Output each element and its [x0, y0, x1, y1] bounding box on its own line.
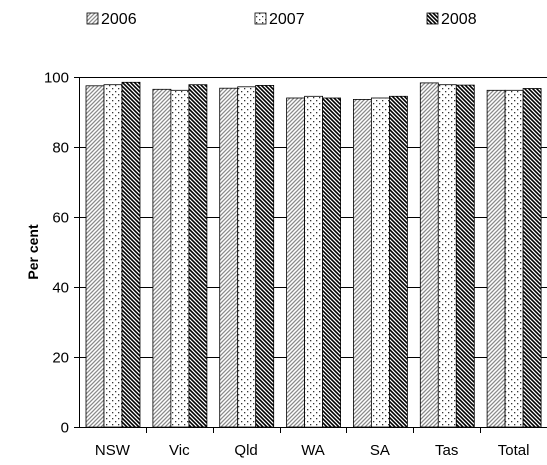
- y-axis-label: Per cent: [25, 224, 41, 280]
- bar-tas-2007: [437, 84, 457, 428]
- bar-total-2007: [504, 89, 524, 428]
- legend-swatch-2006: [86, 12, 99, 25]
- bar-sa-2007: [370, 97, 390, 428]
- bar-sa-2008: [388, 95, 408, 428]
- bar-wa-2007: [304, 95, 324, 428]
- legend-label-2007: 2007: [269, 11, 305, 28]
- y-tick-label: 0: [61, 420, 69, 437]
- bar-nsw-2007: [103, 84, 123, 428]
- x-tick-label-sa: SA: [370, 442, 390, 459]
- y-tick-label: 80: [52, 140, 69, 157]
- y-tick-label: 60: [52, 210, 69, 227]
- bar-qld-2008: [255, 85, 275, 428]
- x-tick-label-wa: WA: [301, 442, 325, 459]
- axes: [79, 77, 547, 428]
- bar-wa-2006: [286, 97, 306, 428]
- y-tick-label: 20: [52, 350, 69, 367]
- x-tick-label-qld: Qld: [234, 442, 257, 459]
- x-tick-label-tas: Tas: [435, 442, 458, 459]
- bar-total-2008: [522, 88, 542, 428]
- legend-label-2008: 2008: [441, 11, 477, 28]
- bar-nsw-2006: [85, 85, 105, 428]
- bar-vic-2008: [188, 84, 208, 428]
- x-axis-ticks: NSW Vic Qld WA SA Tas Total: [95, 427, 530, 459]
- bar-vic-2006: [152, 88, 172, 428]
- y-tick-label: 40: [52, 280, 69, 297]
- bar-total-2006: [486, 89, 506, 428]
- x-tick-label-nsw: NSW: [95, 442, 131, 459]
- legend-label-2006: 2006: [101, 11, 137, 28]
- y-axis-ticks: 0 20 40 60 80 100: [44, 70, 79, 437]
- bar-tas-2006: [419, 82, 439, 428]
- bars-group: [85, 81, 542, 428]
- bar-wa-2008: [322, 97, 342, 428]
- bar-qld-2007: [237, 86, 257, 428]
- bar-vic-2007: [170, 89, 190, 428]
- x-tick-label-vic: Vic: [169, 442, 190, 459]
- y-tick-label: 100: [44, 70, 69, 87]
- bar-nsw-2008: [121, 81, 141, 428]
- bar-tas-2008: [455, 84, 475, 428]
- legend: 2006 2007 2008: [86, 11, 477, 28]
- bar-sa-2006: [352, 99, 372, 428]
- x-tick-label-total: Total: [498, 442, 530, 459]
- legend-swatch-2007: [254, 12, 267, 25]
- legend-swatch-2008: [426, 12, 439, 25]
- bar-qld-2006: [219, 87, 239, 428]
